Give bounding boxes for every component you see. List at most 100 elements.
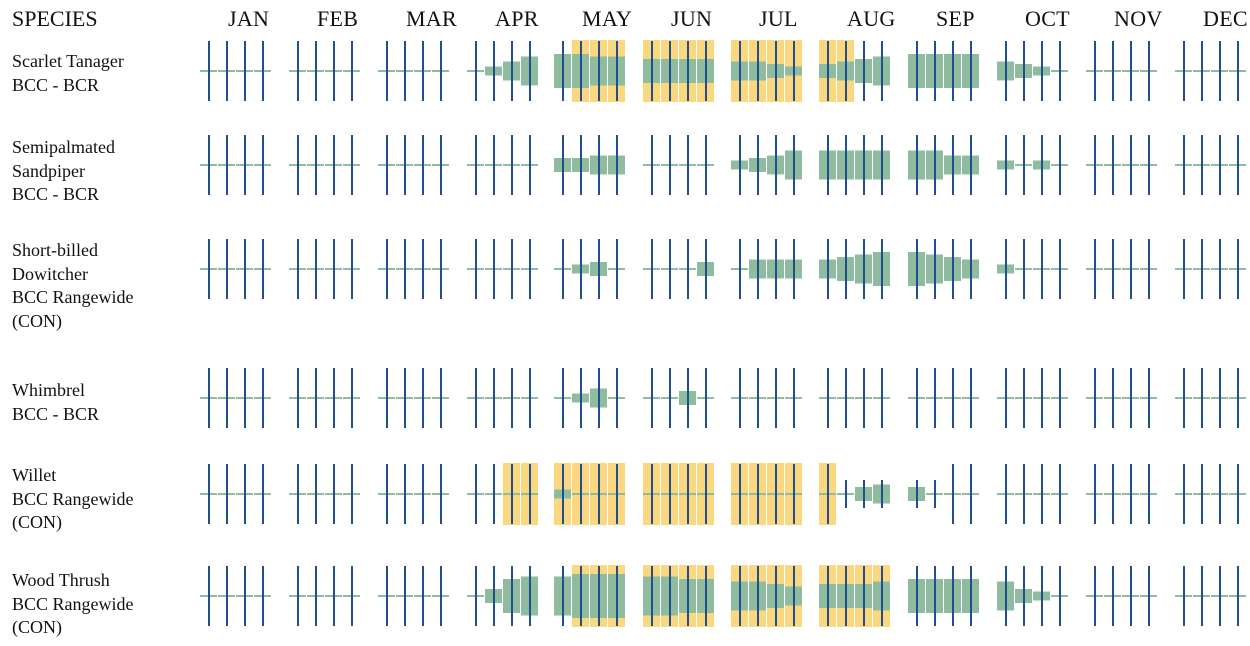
week-cell (307, 368, 324, 428)
week-cell (503, 239, 520, 299)
week-cell (1229, 239, 1246, 299)
week-cell (289, 239, 306, 299)
week-cell (997, 566, 1014, 626)
week-cell (749, 135, 766, 195)
week-cell (679, 239, 696, 299)
week-cell (785, 239, 802, 299)
week-cell (521, 239, 538, 299)
week-cell (661, 40, 678, 102)
week-cell (819, 40, 836, 102)
species-label: Whimbrel BCC - BCR (12, 379, 99, 426)
week-cell (608, 239, 625, 299)
week-cell (697, 239, 714, 299)
species-label: Wood Thrush BCC Rangewide (CON) (12, 569, 134, 640)
week-cell (1211, 368, 1228, 428)
species-row (200, 565, 1246, 627)
month-label-jun: JUN (671, 6, 713, 31)
week-cell (926, 368, 943, 428)
week-cell (572, 565, 589, 627)
week-cell (1015, 41, 1032, 101)
week-cell (608, 463, 625, 525)
week-cell (521, 368, 538, 428)
week-cell (679, 463, 696, 525)
week-cell (785, 135, 802, 195)
week-cell (731, 368, 748, 428)
week-cell (997, 464, 1014, 524)
week-cell (1193, 368, 1210, 428)
week-cell (643, 368, 660, 428)
week-cell (926, 239, 943, 299)
month-label-nov: NOV (1114, 6, 1163, 31)
week-cell (378, 239, 395, 299)
week-cell (1211, 464, 1228, 524)
week-cell (218, 368, 235, 428)
week-cell (608, 565, 625, 627)
week-cell (1211, 566, 1228, 626)
week-cell (414, 239, 431, 299)
week-cell (325, 566, 342, 626)
week-cell (679, 135, 696, 195)
week-cell (926, 41, 943, 101)
week-cell (926, 480, 943, 508)
week-cell (661, 463, 678, 525)
week-cell (944, 566, 961, 626)
week-cell (200, 464, 217, 524)
week-cell (1086, 239, 1103, 299)
week-cell (643, 239, 660, 299)
week-cell (731, 40, 748, 102)
week-cell (307, 464, 324, 524)
week-cell (467, 368, 484, 428)
month-label-oct: OCT (1025, 6, 1070, 31)
week-cell (962, 464, 979, 524)
week-cell (503, 135, 520, 195)
week-cell (1104, 239, 1121, 299)
week-cell (785, 463, 802, 525)
week-cell (325, 239, 342, 299)
species-label: Scarlet Tanager BCC - BCR (12, 50, 124, 97)
week-cell (414, 368, 431, 428)
week-cell (1015, 368, 1032, 428)
week-cell (343, 464, 360, 524)
week-cell (944, 41, 961, 101)
month-label-mar: MAR (406, 6, 458, 31)
week-cell (503, 41, 520, 101)
week-cell (572, 239, 589, 299)
week-cell (590, 239, 607, 299)
week-cell (467, 41, 484, 101)
week-cell (572, 368, 589, 428)
week-cell (236, 464, 253, 524)
week-cell (944, 239, 961, 299)
week-cell (926, 135, 943, 195)
week-cell (944, 135, 961, 195)
week-cell (837, 40, 854, 102)
week-cell (254, 464, 271, 524)
week-cell (1051, 566, 1068, 626)
week-cell (1051, 368, 1068, 428)
week-cell (661, 239, 678, 299)
week-cell (1175, 368, 1192, 428)
week-cell (749, 463, 766, 525)
week-cell (396, 566, 413, 626)
week-cell (908, 368, 925, 428)
week-cell (908, 239, 925, 299)
week-cell (749, 40, 766, 102)
week-cell (1033, 464, 1050, 524)
week-cell (218, 464, 235, 524)
week-cell (962, 41, 979, 101)
week-cell (378, 368, 395, 428)
week-cell (414, 464, 431, 524)
month-label-aug: AUG (847, 6, 896, 31)
week-cell (200, 239, 217, 299)
week-cell (855, 480, 872, 508)
week-cell (554, 463, 571, 525)
species-label-line: (CON) (12, 310, 62, 331)
week-cell (661, 368, 678, 428)
week-cell (819, 239, 836, 299)
week-cell (1051, 135, 1068, 195)
week-cell (819, 463, 836, 525)
week-cell (572, 40, 589, 102)
week-cell (697, 565, 714, 627)
week-cell (378, 566, 395, 626)
week-cell (343, 135, 360, 195)
week-cell (218, 41, 235, 101)
